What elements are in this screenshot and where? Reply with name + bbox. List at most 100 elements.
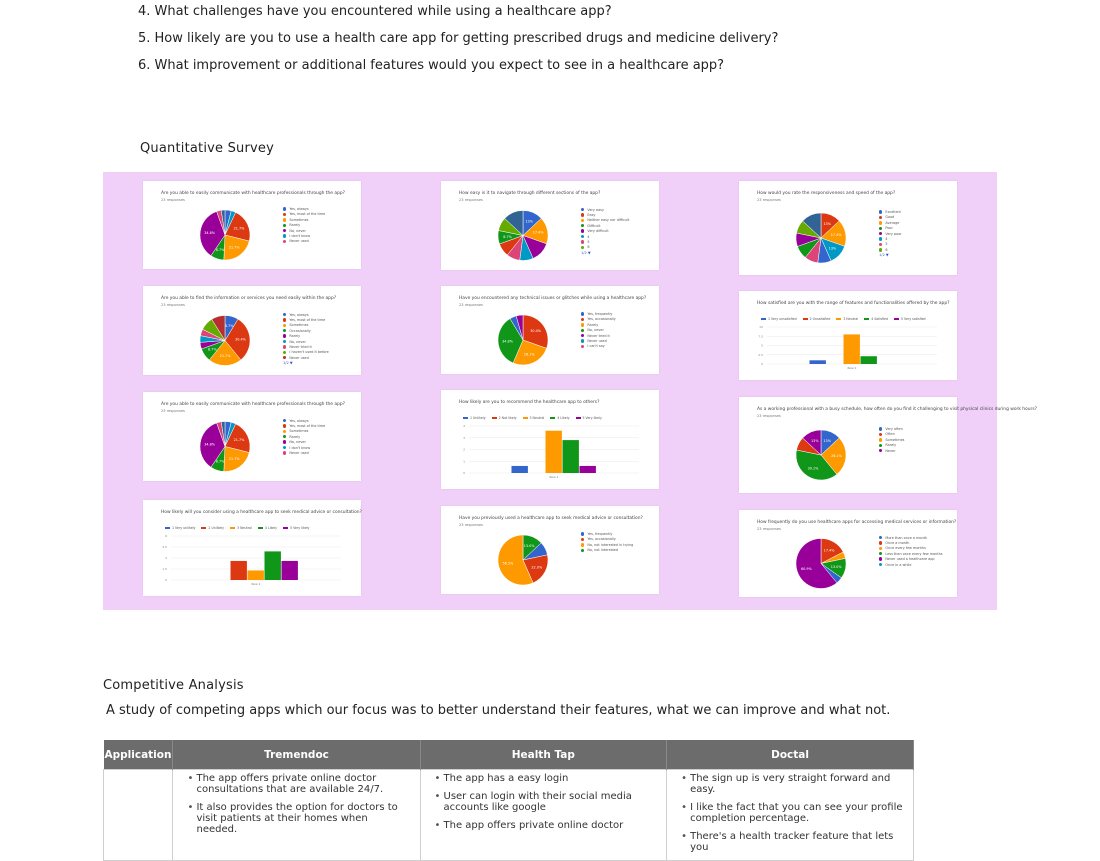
legend-dot-icon bbox=[283, 329, 287, 333]
card-subtitle: 23 responses bbox=[757, 414, 781, 418]
table-header-row: Application Tremendoc Health Tap Doctal bbox=[103, 740, 914, 770]
legend-label: Very easy bbox=[587, 207, 604, 212]
card-title: Are you able to find the information or … bbox=[161, 296, 337, 301]
legend-swatch-icon bbox=[894, 317, 900, 321]
card-title: How likely will you consider using a hea… bbox=[161, 510, 362, 515]
legend-swatch-icon bbox=[230, 526, 236, 530]
list-item: There's a health tracker feature that le… bbox=[681, 831, 905, 853]
legend-item: Yes, occasionally bbox=[581, 537, 633, 542]
legend-pager[interactable]: 1/2 ▼ bbox=[879, 253, 889, 258]
legend-item: Yes, always bbox=[283, 419, 325, 424]
legend-item: 4 bbox=[581, 235, 629, 240]
legend-dot-icon bbox=[581, 543, 585, 547]
legend-label: Sometimes bbox=[289, 323, 309, 328]
y-tick-label: 10 bbox=[759, 325, 763, 329]
pie-slice bbox=[199, 211, 226, 257]
slice-label: 26.1% bbox=[831, 454, 843, 458]
legend-dot-icon bbox=[581, 323, 585, 327]
legend-label: 2 Unsatisfied bbox=[809, 317, 831, 321]
legend-item: Average bbox=[879, 221, 902, 226]
pie-slice bbox=[795, 538, 838, 589]
y-tick-label: 5 bbox=[761, 344, 763, 348]
legend-label: 4 Satisfied bbox=[871, 317, 889, 321]
bar bbox=[230, 560, 247, 580]
legend-label: Neither easy nor difficult bbox=[587, 218, 630, 223]
legend-dot-icon bbox=[581, 213, 585, 217]
legend-label: 4 Likely bbox=[264, 526, 278, 530]
chart-legend: Excellent Good Average Poor Very poor 4 5 6 1/2 … bbox=[879, 210, 902, 259]
legend-pager[interactable]: 1/2 ▼ bbox=[283, 361, 293, 366]
legend-dot-icon bbox=[283, 345, 287, 349]
legend-label: Yes, frequently bbox=[587, 532, 613, 536]
pie-slice bbox=[512, 339, 547, 366]
pie-slice bbox=[795, 449, 838, 481]
slice-label: 17.4% bbox=[533, 231, 545, 235]
bar bbox=[809, 360, 826, 364]
legend-label: Once in a while bbox=[885, 562, 912, 567]
pie-chart: 30.4% 26.1% 34.8% bbox=[497, 314, 549, 366]
legend-label: Yes, most of the time bbox=[289, 423, 326, 428]
legend-item: Often bbox=[879, 432, 904, 437]
legend-label: Very difficult bbox=[587, 229, 609, 234]
slice-label: 34.8% bbox=[204, 231, 216, 235]
chart-legend: Yes, always Yes, most of the time Sometime… bbox=[283, 313, 329, 367]
legend-dot-icon bbox=[879, 557, 883, 561]
legend-label: 5 Very likely bbox=[290, 526, 310, 530]
legend-label: Very often bbox=[885, 427, 903, 431]
legend-label: Yes, always bbox=[289, 312, 309, 317]
quantitative-survey-title: Quantitative Survey bbox=[140, 141, 275, 156]
survey-card: Have you encountered any technical issue… bbox=[441, 286, 659, 374]
legend-label: I don't know bbox=[289, 234, 311, 239]
legend-item: 6 bbox=[879, 248, 902, 253]
competitive-analysis-description: A study of competing apps which our focu… bbox=[106, 703, 891, 718]
legend-dot-icon bbox=[581, 218, 585, 222]
slice-label: 60.9% bbox=[801, 567, 813, 571]
legend-item: I don't know bbox=[283, 234, 325, 239]
y-tick-label: 0 bbox=[463, 471, 465, 475]
card-title: Have you previously used a healthcare ap… bbox=[459, 516, 643, 521]
legend-label: Never used bbox=[289, 450, 309, 455]
legend-item: Yes, frequently bbox=[581, 312, 616, 317]
pie-slice bbox=[199, 422, 226, 468]
slice-label: 8.7% bbox=[503, 235, 512, 239]
legend-pager[interactable]: 1/2 ▼ bbox=[581, 250, 591, 255]
pie-chart: 8.7%30.4%21.7%8.7% bbox=[199, 315, 251, 366]
question-list: 4. What challenges have you encountered … bbox=[138, 0, 778, 82]
pie-chart: 13% 26.1% 39.1% 13% bbox=[795, 429, 847, 481]
legend-dot-icon bbox=[283, 339, 287, 344]
legend-item: Never used bbox=[283, 451, 325, 456]
legend-item: 4 Likely bbox=[550, 416, 570, 420]
legend-dot-icon bbox=[581, 532, 585, 536]
legend-item: No, never bbox=[581, 328, 616, 333]
y-tick-label: 7.5 bbox=[758, 334, 763, 338]
legend-swatch-icon bbox=[491, 416, 497, 420]
legend-label: 4 bbox=[587, 234, 590, 239]
pie-slice bbox=[208, 340, 242, 366]
legend-dot-icon bbox=[581, 224, 585, 228]
legend-label: Never used bbox=[587, 339, 607, 344]
legend-dot-icon bbox=[581, 312, 585, 316]
legend-dot-icon bbox=[283, 239, 287, 244]
card-subtitle: 23 responses bbox=[161, 303, 185, 307]
legend-item: More than once a month bbox=[879, 536, 943, 541]
card-subtitle: 23 responses bbox=[459, 198, 483, 202]
legend-item: Rarely bbox=[283, 435, 325, 440]
pie-chart: 21.7% 21.7% 8.7% 34.8% bbox=[199, 209, 251, 261]
legend-label: I haven't used it before bbox=[289, 350, 329, 355]
legend-dot-icon bbox=[581, 344, 585, 349]
card-subtitle: 23 responses bbox=[757, 198, 781, 202]
legend-label: 2 Unlikely bbox=[208, 526, 225, 530]
slice-label: 17.4% bbox=[824, 548, 836, 552]
y-tick-label: 1.5 bbox=[162, 567, 167, 571]
bar-chart: 0 1.5 3 4.5 6 Row 1 bbox=[162, 534, 341, 586]
legend-item: 2 Unsatisfied bbox=[802, 317, 831, 321]
slice-label: 21.7% bbox=[229, 246, 241, 250]
legend-swatch-icon bbox=[257, 526, 263, 530]
legend-label: 3 Neutral bbox=[529, 416, 545, 420]
legend-item: Never used bbox=[283, 356, 329, 361]
slice-label: 13% bbox=[525, 219, 533, 223]
legend-item: Never used a healthcare app bbox=[879, 557, 943, 562]
legend-label: Yes, always bbox=[289, 418, 309, 423]
bar bbox=[247, 570, 264, 580]
card-title: How easy is it to navigate through diffe… bbox=[459, 191, 601, 196]
